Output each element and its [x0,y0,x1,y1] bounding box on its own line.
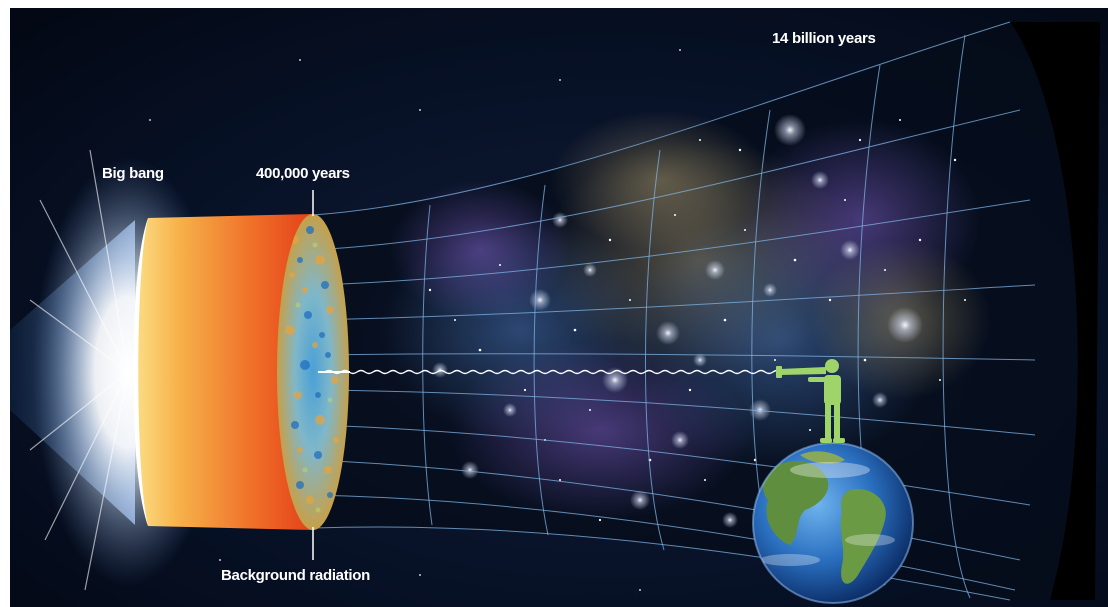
background-radiation-label: Background radiation [221,567,370,584]
big-bang-label: Big bang [102,165,164,182]
earth-globe-icon [752,442,914,604]
page-margin-top [0,0,1108,8]
page-margin-left [0,0,10,607]
flash-rays [29,149,129,591]
galaxy-field [380,110,990,528]
present-time-label: 14 billion years [772,30,876,47]
spacetime-grid [312,21,1036,601]
cmb-time-label: 400,000 years [256,165,350,182]
cmb-texture [285,226,339,513]
fireball-bright-edge [133,218,148,526]
early-universe-fireball [133,214,313,530]
radiation-wave [324,369,790,375]
person-with-telescope-icon [776,359,845,443]
cmb-disc [277,214,349,530]
present-horizon [1010,22,1100,600]
